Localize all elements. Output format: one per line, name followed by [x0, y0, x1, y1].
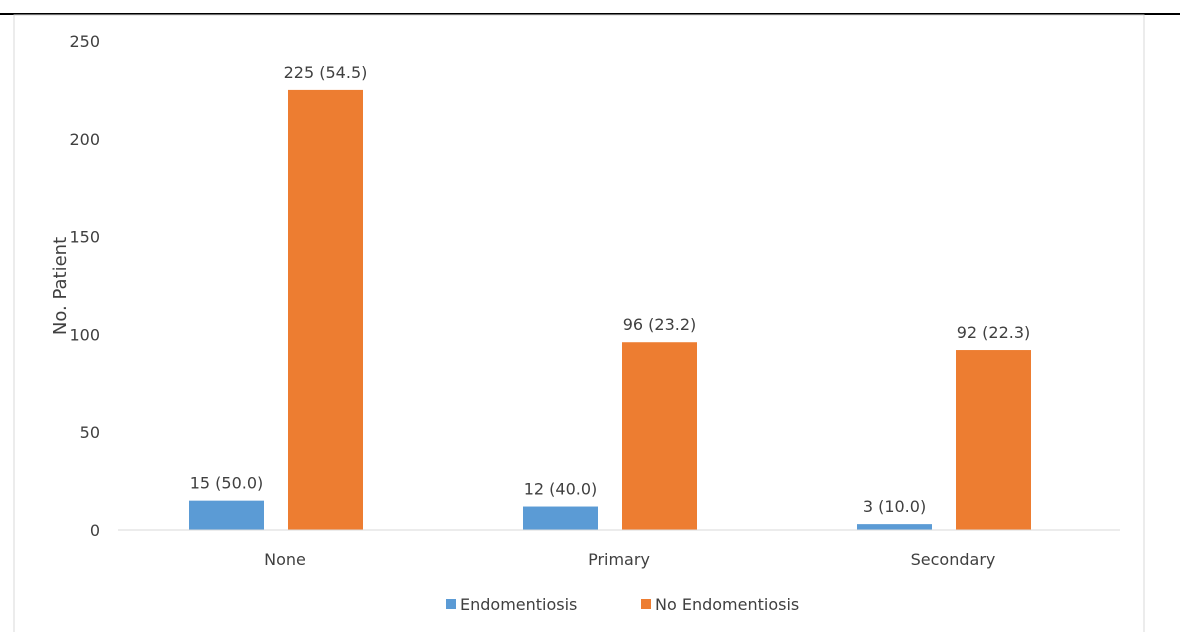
y-tick-label: 150 [69, 228, 100, 247]
y-tick-label: 0 [90, 521, 100, 540]
y-tick-label: 50 [80, 423, 100, 442]
legend-label-no-endomentiosis: No Endomentiosis [655, 595, 799, 614]
bar-endomentiosis-none [189, 500, 264, 530]
x-tick-labels: None Primary Secondary [264, 550, 995, 569]
x-tick-label: Primary [588, 550, 650, 569]
bar-no-endomentiosis-none [288, 89, 363, 531]
data-label: 3 (10.0) [863, 497, 926, 516]
data-label: 225 (54.5) [284, 63, 368, 82]
data-label: 92 (22.3) [957, 323, 1031, 342]
y-axis-title: No. Patient [50, 237, 71, 335]
bar-endomentiosis-secondary [857, 524, 932, 530]
bar-no-endomentiosis-secondary [956, 350, 1031, 530]
y-tick-label: 200 [69, 130, 100, 149]
bar-no-endomentiosis-primary [622, 342, 697, 530]
x-tick-label: None [264, 550, 306, 569]
bar-endomentiosis-primary [523, 506, 598, 530]
data-label: 96 (23.2) [623, 315, 697, 334]
y-tick-label: 100 [69, 325, 100, 344]
legend-swatch-no-endomentiosis [641, 599, 651, 609]
y-tick-label: 250 [69, 32, 100, 51]
data-label: 12 (40.0) [524, 480, 598, 499]
legend-swatch-endomentiosis [446, 599, 456, 609]
chart-frame [13, 14, 1145, 632]
data-label: 15 (50.0) [190, 474, 264, 493]
bar-groups: 15 (50.0) 225 (54.5) 12 (40.0) 96 (23.2) 3 (… [189, 63, 1031, 531]
legend: Endomentiosis No Endomentiosis [446, 595, 799, 614]
x-tick-label: Secondary [911, 550, 996, 569]
y-tick-labels: 0 50 100 150 200 250 [69, 32, 100, 540]
legend-label-endomentiosis: Endomentiosis [460, 595, 577, 614]
